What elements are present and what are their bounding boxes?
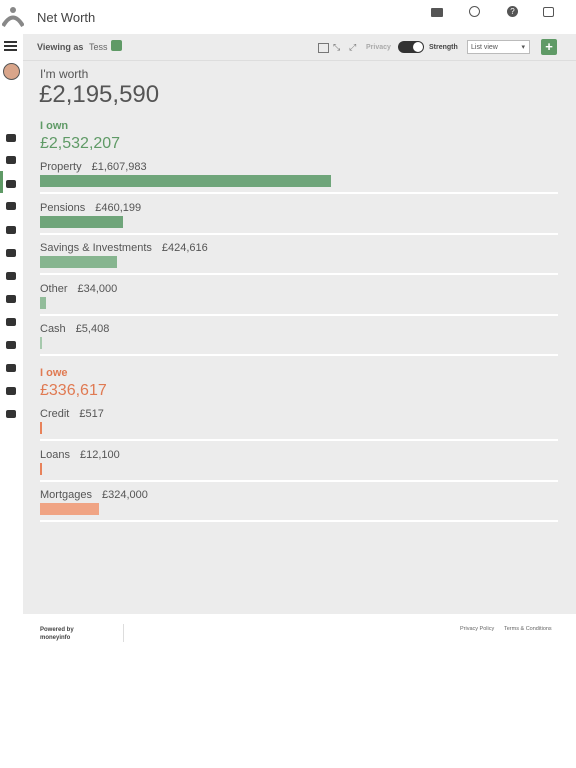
item-bar [40, 296, 47, 309]
item-value: £5,408 [75, 323, 110, 335]
item-value: £517 [79, 408, 104, 420]
item-value: £424,616 [161, 242, 208, 254]
row-divider [40, 354, 558, 356]
logo [2, 7, 24, 27]
item-row: Mortgages £324,000 [40, 489, 148, 501]
section-total: £336,617 [40, 382, 107, 399]
item-row: Property £1,607,983 [40, 161, 147, 173]
print-button[interactable] [318, 43, 329, 53]
row-divider [40, 192, 558, 194]
powered-by: Powered by [40, 627, 74, 633]
item-name: Cash [40, 323, 66, 335]
viewing-as: Viewing as [37, 42, 84, 52]
footer: Powered by moneyinfo Privacy Policy Term… [0, 614, 576, 768]
item-bar [40, 256, 117, 268]
privacy-toggle[interactable] [398, 41, 424, 53]
user-name: Tess [89, 42, 108, 52]
item-value: £12,100 [79, 448, 120, 461]
row-divider [40, 273, 558, 275]
item-row: Pensions £460,199 [40, 202, 141, 214]
row-divider [40, 313, 558, 316]
nav-icon[interactable] [6, 180, 16, 188]
terms-link[interactable]: Terms & Conditions [504, 626, 552, 632]
nav-icon[interactable] [6, 341, 16, 349]
nav-icon[interactable] [6, 202, 16, 210]
nav-icon[interactable] [6, 410, 16, 418]
nav-icon[interactable] [6, 387, 16, 395]
item-value: £1,607,983 [91, 161, 147, 173]
item-row: Credit £517 [40, 408, 104, 420]
avatar[interactable] [3, 63, 20, 80]
menu-button[interactable] [4, 41, 17, 43]
page-title: Net Worth [37, 10, 96, 25]
item-value: £324,000 [101, 489, 148, 501]
logout-button[interactable] [543, 7, 554, 17]
brand: moneyinfo [40, 635, 71, 641]
help-button[interactable]: ? [507, 6, 518, 17]
nav-icon[interactable] [6, 156, 16, 164]
item-row: Other £34,000 [40, 283, 117, 295]
item-bar [40, 462, 43, 475]
content [23, 34, 576, 614]
nav-icon[interactable] [6, 272, 16, 280]
item-value: £34,000 [77, 282, 118, 295]
section-label: I own [40, 120, 69, 132]
item-row: Cash £5,408 [40, 323, 109, 335]
item-name: Mortgages [40, 489, 92, 501]
item-bar [40, 422, 42, 434]
item-bar [40, 175, 331, 187]
item-name: Credit [40, 408, 70, 420]
item-value: £460,199 [95, 201, 142, 214]
collapse-button[interactable]: ⤡ [333, 42, 341, 52]
nav-icon[interactable] [6, 249, 16, 257]
item-name: Property [40, 161, 82, 173]
sidebar [0, 34, 23, 614]
nav-icon[interactable] [6, 364, 16, 372]
section-label: I owe [40, 367, 68, 379]
nav-icon[interactable] [6, 134, 16, 142]
item-bar [40, 215, 124, 228]
item-bar [40, 503, 99, 515]
nav-icon[interactable] [6, 295, 16, 303]
item-bar [40, 337, 42, 349]
add-button[interactable]: + [541, 39, 557, 55]
nav-icon[interactable] [6, 318, 16, 326]
nav-icon[interactable] [6, 226, 16, 234]
row-divider [40, 232, 558, 235]
item-name: Savings & Investments [40, 242, 152, 254]
view-value: List view [471, 44, 498, 51]
row-divider [40, 439, 558, 441]
section-total: £2,532,207 [40, 135, 121, 152]
item-row: Loans £12,100 [40, 449, 120, 461]
row-divider [40, 520, 558, 522]
profile-button[interactable] [469, 6, 480, 17]
mail-button[interactable] [431, 8, 443, 17]
view-select[interactable]: List view ▾ [467, 40, 530, 54]
toolbar: Viewing as Tess ⤡ ⤢ Privacy Strength Lis… [23, 34, 576, 61]
item-name: Pensions [40, 201, 86, 214]
strength-label: Strength [429, 44, 458, 51]
item-name: Other [40, 282, 68, 295]
privacy-link[interactable]: Privacy Policy [460, 626, 495, 632]
worth-label: I'm worth [40, 67, 89, 81]
worth-value: £2,195,590 [39, 81, 160, 108]
user-dropdown[interactable] [111, 40, 122, 51]
expand-button[interactable]: ⤢ [349, 42, 357, 52]
privacy-label: Privacy [366, 44, 391, 51]
header: Net Worth ? [0, 0, 576, 34]
row-divider [40, 479, 558, 482]
item-row: Savings & Investments £424,616 [40, 242, 208, 254]
item-name: Loans [40, 448, 70, 461]
